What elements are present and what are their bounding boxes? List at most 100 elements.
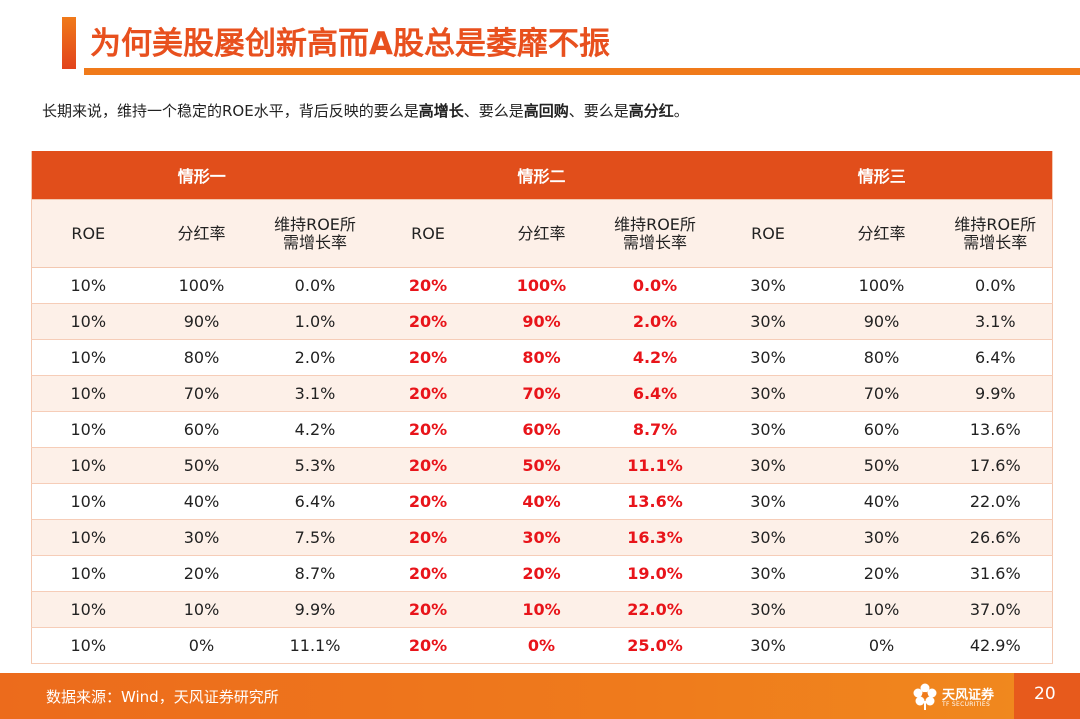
table-cell: 20%	[371, 375, 485, 412]
table-cell: 90%	[824, 303, 939, 340]
table-cell: 100%	[484, 267, 599, 304]
table-cell: 50%	[824, 447, 939, 484]
column-header-line-1: ROE	[751, 223, 785, 243]
table-cell: 6.4%	[598, 375, 712, 412]
table-cell: 30%	[711, 483, 825, 520]
table-cell: 1.0%	[258, 303, 372, 340]
table-cell: 9.9%	[938, 375, 1053, 412]
group-header-scenario-2: 情形二	[371, 151, 712, 200]
column-header: ROE	[371, 199, 485, 268]
table-cell: 8.7%	[258, 555, 372, 592]
column-header-line-1: 维持ROE所	[954, 214, 1037, 234]
title-accent-bar	[62, 17, 76, 69]
table-cell: 50%	[144, 447, 259, 484]
subtitle-mid-1: 、要么是	[463, 102, 524, 120]
table-cell: 30%	[711, 375, 825, 412]
page-number-badge	[1014, 673, 1080, 719]
table-row: 10% 80% 2.0% 20% 80% 4.2% 30% 80% 6.4%	[31, 339, 1053, 376]
table-cell: 22.0%	[598, 591, 712, 628]
table-cell: 10%	[31, 411, 145, 448]
footer-bar	[0, 673, 1080, 719]
column-header: ROE	[711, 199, 825, 268]
table-cell: 20%	[371, 303, 485, 340]
table-cell: 60%	[824, 411, 939, 448]
table-row: 10% 20% 8.7% 20% 20% 19.0% 30% 20% 31.6%	[31, 555, 1053, 592]
table-cell: 20%	[371, 339, 485, 376]
table-cell: 4.2%	[258, 411, 372, 448]
table-cell: 70%	[484, 375, 599, 412]
page-number: 20	[1034, 684, 1056, 704]
logo-name: 天风证券	[942, 688, 995, 703]
table-cell: 31.6%	[938, 555, 1053, 592]
title-divider	[84, 68, 1080, 75]
table-cell: 6.4%	[938, 339, 1053, 376]
table-cell: 6.4%	[258, 483, 372, 520]
table-cell: 50%	[484, 447, 599, 484]
table-cell: 2.0%	[598, 303, 712, 340]
table-cell: 70%	[824, 375, 939, 412]
table-cell: 30%	[711, 339, 825, 376]
table-cell: 40%	[824, 483, 939, 520]
table-cell: 10%	[31, 591, 145, 628]
table-cell: 30%	[711, 591, 825, 628]
table-cell: 30%	[711, 267, 825, 304]
table-cell: 20%	[371, 591, 485, 628]
table-row: 10% 100% 0.0% 20% 100% 0.0% 30% 100% 0.0%	[31, 267, 1053, 304]
table-cell: 19.0%	[598, 555, 712, 592]
column-header-line-2: 需增长率	[282, 232, 347, 252]
roe-scenario-table: 情形一 情形二 情形三 ROE 分红率 维持ROE所 需增长率 ROE 分红率 维持ROE所…	[31, 151, 1054, 664]
table-cell: 26.6%	[938, 519, 1053, 556]
subtitle: 长期来说，维持一个稳定的ROE水平，背后反映的要么是高增长、要么是高回购、要么是…	[42, 100, 689, 121]
table-body: 10% 100% 0.0% 20% 100% 0.0% 30% 100% 0.0% 10% 90% 1…	[31, 267, 1053, 664]
table-cell: 20%	[371, 483, 485, 520]
table-cell: 10%	[484, 591, 599, 628]
column-header-line-2: 需增长率	[963, 232, 1028, 252]
table-cell: 30%	[711, 627, 825, 664]
table-cell: 60%	[144, 411, 259, 448]
table-cell: 30%	[711, 411, 825, 448]
table-cell: 40%	[484, 483, 599, 520]
subtitle-bold-growth: 高增长	[418, 102, 464, 120]
table-cell: 0.0%	[598, 267, 712, 304]
table-cell: 37.0%	[938, 591, 1053, 628]
table-cell: 60%	[484, 411, 599, 448]
table-cell: 30%	[824, 519, 939, 556]
table-cell: 16.3%	[598, 519, 712, 556]
column-header-line-1: 维持ROE所	[274, 214, 356, 234]
table-cell: 22.0%	[938, 483, 1053, 520]
column-header-line-1: 分红率	[517, 223, 566, 243]
subtitle-prefix: 长期来说，维持一个稳定的ROE水平，背后反映的要么是	[42, 102, 419, 120]
table-row: 10% 10% 9.9% 20% 10% 22.0% 30% 10% 37.0%	[31, 591, 1053, 628]
table-cell: 20%	[371, 519, 485, 556]
table-cell: 13.6%	[938, 411, 1053, 448]
column-header-line-1: ROE	[71, 223, 106, 243]
table-row: 10% 0% 11.1% 20% 0% 25.0% 30% 0% 42.9%	[31, 627, 1053, 664]
table-cell: 70%	[144, 375, 259, 412]
footer-source: 数据来源：Wind，天风证券研究所	[46, 688, 279, 706]
column-header: ROE	[31, 199, 145, 268]
table-cell: 20%	[371, 411, 485, 448]
table-cell: 2.0%	[258, 339, 372, 376]
column-header-line-1: ROE	[411, 223, 445, 243]
column-header: 维持ROE所 需增长率	[938, 199, 1053, 268]
column-header: 分红率	[484, 199, 599, 268]
table-cell: 20%	[371, 555, 485, 592]
table-cell: 10%	[31, 483, 145, 520]
table-cell: 10%	[31, 519, 145, 556]
column-header: 分红率	[824, 199, 939, 268]
table-cell: 25.0%	[598, 627, 712, 664]
table-cell: 8.7%	[598, 411, 712, 448]
table-cell: 10%	[31, 267, 145, 304]
table-cell: 20%	[371, 267, 485, 304]
table-cell: 80%	[144, 339, 259, 376]
table-cell: 30%	[711, 447, 825, 484]
table-cell: 3.1%	[938, 303, 1053, 340]
group-header-scenario-3: 情形三	[711, 151, 1053, 200]
table-cell: 10%	[31, 375, 145, 412]
table-cell: 80%	[824, 339, 939, 376]
table-cell: 11.1%	[598, 447, 712, 484]
table-row: 10% 70% 3.1% 20% 70% 6.4% 30% 70% 9.9%	[31, 375, 1053, 412]
column-header-line-1: 维持ROE所	[614, 214, 696, 234]
page-title: 为何美股屡创新高而A股总是萎靡不振	[90, 26, 610, 62]
table-cell: 10%	[144, 591, 259, 628]
